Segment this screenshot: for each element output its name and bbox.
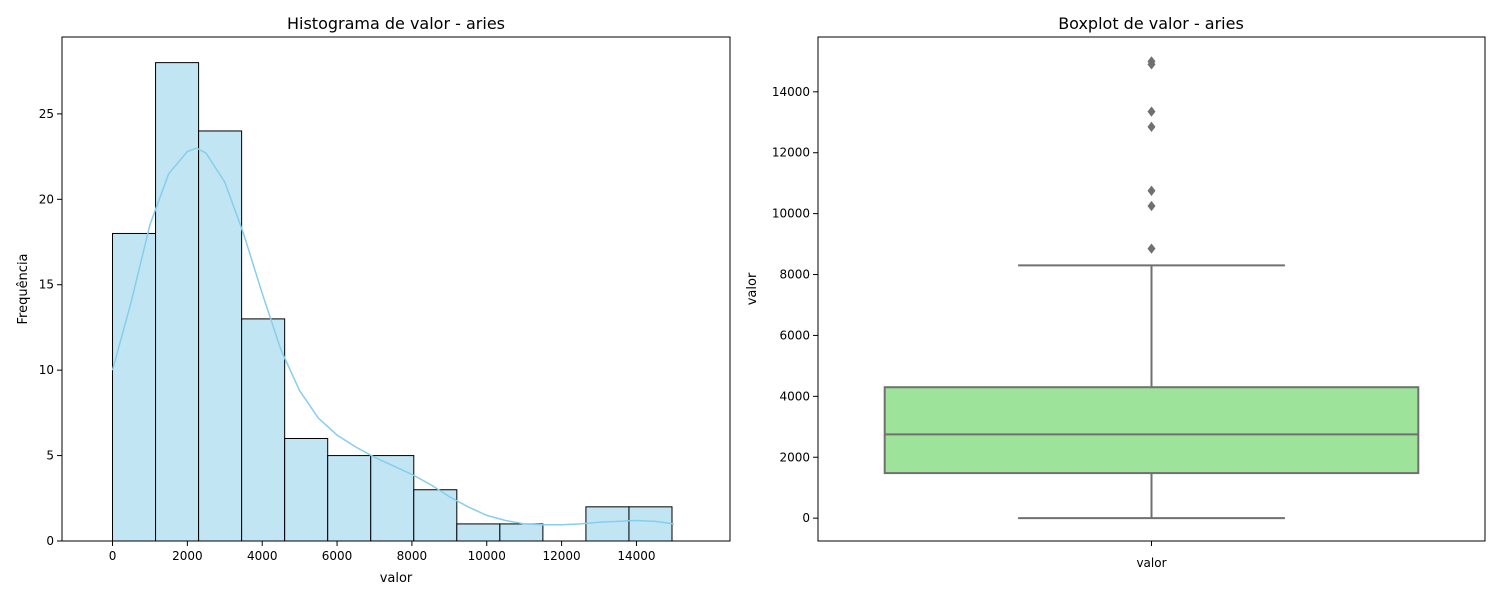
- boxplot-y-tick-label: 6000: [779, 328, 810, 342]
- histogram-bar: [413, 489, 458, 542]
- boxplot-y-tick-label: 4000: [779, 389, 810, 403]
- histogram-bar: [370, 455, 415, 542]
- histogram-chart: 0 2000 4000 6000 8000 10000 12000 14000 0 5 10 15 2…: [16, 14, 731, 586]
- boxplot-box: [883, 386, 1420, 475]
- histogram-bar: [198, 130, 243, 542]
- kde-curve: [111, 147, 674, 526]
- histogram-y-tick-label: 20: [39, 192, 54, 206]
- boxplot-outlier-point: [1147, 121, 1156, 132]
- histogram-y-tick-label: 0: [46, 534, 54, 548]
- histogram-bar: [499, 523, 544, 542]
- boxplot-outlier-point: [1147, 106, 1156, 117]
- histogram-x-tick-label: 14000: [617, 549, 655, 563]
- histogram-title: Histograma de valor - aries: [287, 14, 505, 33]
- histogram-bars: [112, 62, 673, 542]
- boxplot-outliers: [1147, 56, 1156, 254]
- histogram-x-tick-label: 2000: [172, 549, 203, 563]
- histogram-y-tick-label: 10: [39, 363, 54, 377]
- boxplot-y-tick-label: 0: [802, 511, 810, 525]
- histogram-plot-frame: [61, 36, 731, 542]
- histogram-y-ticks: 0 5 10 15 20 25: [39, 107, 62, 548]
- boxplot-title: Boxplot de valor - aries: [1058, 14, 1244, 33]
- histogram-x-tick-label: 12000: [543, 549, 581, 563]
- boxplot-y-tick-label: 8000: [779, 268, 810, 282]
- histogram-bar: [456, 523, 501, 542]
- histogram-y-tick-label: 5: [46, 449, 54, 463]
- histogram-x-tick-label: 8000: [397, 549, 428, 563]
- boxplot-y-tick-label: 2000: [779, 450, 810, 464]
- histogram-x-ticks: 0 2000 4000 6000 8000 10000 12000 14000: [109, 541, 656, 563]
- boxplot-outlier-point: [1147, 243, 1156, 254]
- histogram-bar: [327, 455, 372, 542]
- histogram-x-tick-label: 10000: [468, 549, 506, 563]
- histogram-bar: [284, 437, 329, 542]
- histogram-y-tick-label: 15: [39, 278, 54, 292]
- boxplot-y-ticks: 0 2000 4000 6000 8000 10000 12000 14000: [772, 85, 818, 525]
- boxplot-y-tick-label: 14000: [772, 85, 810, 99]
- histogram-bar: [585, 506, 630, 542]
- boxplot-x-ticks: valor: [1136, 541, 1167, 570]
- boxplot-outlier-point: [1147, 200, 1156, 212]
- histogram-bar: [155, 62, 200, 542]
- boxplot-x-tick-label: valor: [1136, 556, 1166, 570]
- histogram-bar: [628, 506, 673, 542]
- histogram-x-tick-label: 4000: [247, 549, 278, 563]
- boxplot-outlier-point: [1147, 56, 1156, 67]
- histogram-bar: [112, 232, 157, 542]
- boxplot-y-axis-label: valor: [745, 272, 760, 305]
- histogram-x-axis-label: valor: [380, 571, 413, 586]
- boxplot-body: [883, 264, 1420, 520]
- boxplot-y-tick-label: 10000: [772, 207, 810, 221]
- boxplot-y-tick-label: 12000: [772, 146, 810, 160]
- histogram-y-axis-label: Frequência: [16, 253, 31, 324]
- histogram-y-tick-label: 25: [39, 107, 54, 121]
- boxplot-outlier-point: [1147, 185, 1156, 196]
- histogram-bar: [241, 318, 286, 542]
- histogram-x-tick-label: 6000: [322, 549, 353, 563]
- boxplot-chart: 0 2000 4000 6000 8000 10000 12000 14000 valor B…: [745, 14, 1486, 570]
- histogram-x-tick-label: 0: [109, 549, 117, 563]
